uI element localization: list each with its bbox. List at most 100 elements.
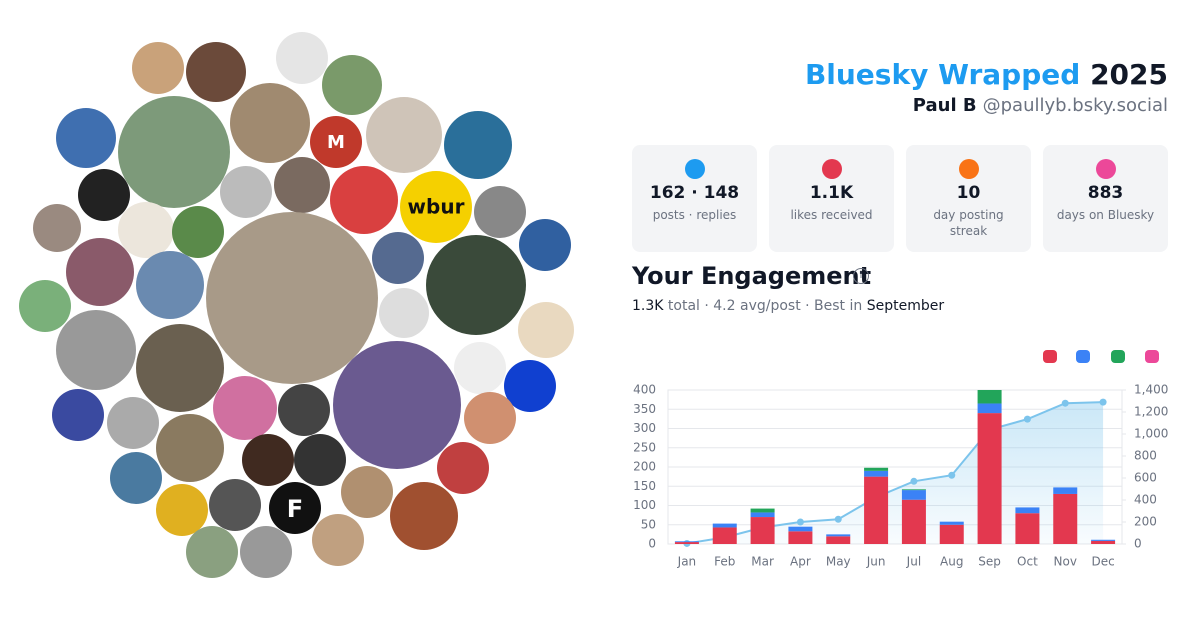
x-tick-label: Jun xyxy=(866,555,886,569)
y-tick-label: 200 xyxy=(633,460,656,474)
stat-label: day posting streak xyxy=(933,208,1004,238)
stat-card: 1.1K likes received xyxy=(769,145,894,252)
avatar xyxy=(118,96,230,208)
x-tick-label: Apr xyxy=(790,555,811,569)
avatar xyxy=(276,32,328,84)
avatar xyxy=(52,389,104,441)
legend-icon xyxy=(1111,350,1125,363)
bar-segment xyxy=(901,489,926,491)
stat-value: 883 xyxy=(1087,183,1124,203)
line-area xyxy=(686,402,1104,544)
x-tick-label: Aug xyxy=(940,555,963,569)
avatar xyxy=(400,171,472,243)
section-title: Your Engagement xyxy=(632,262,872,290)
avatar xyxy=(186,42,246,102)
y2-tick-label: 200 xyxy=(1134,515,1157,529)
x-tick-label: Oct xyxy=(1017,555,1038,569)
y2-tick-label: 1,400 xyxy=(1134,383,1168,397)
bar-segment xyxy=(712,523,737,528)
x-tick-label: Feb xyxy=(714,555,735,569)
bar-segment xyxy=(1015,513,1040,544)
avatar xyxy=(136,324,224,412)
avatar xyxy=(118,202,174,258)
title: Bluesky Wrapped 2025 xyxy=(805,58,1168,91)
stat-value: 162 · 148 xyxy=(649,183,740,203)
avatar xyxy=(444,111,512,179)
user-name: Paul B xyxy=(912,95,977,116)
y2-tick-label: 0 xyxy=(1134,537,1142,551)
best-month: September xyxy=(866,298,945,314)
avatar xyxy=(333,341,461,469)
avatar xyxy=(519,219,571,271)
y2-tick-label: 1,000 xyxy=(1134,427,1168,441)
bar-segment xyxy=(712,527,737,544)
bar-segment xyxy=(674,541,699,543)
avatar xyxy=(136,251,204,319)
bar-segment xyxy=(977,390,1002,404)
legend-icon xyxy=(1043,350,1057,363)
y-tick-label: 250 xyxy=(633,440,656,454)
bar-segment xyxy=(826,536,851,544)
avatar xyxy=(19,280,71,332)
summary: 1.3K total · 4.2 avg/post · Best in Sept… xyxy=(632,298,944,314)
avatar xyxy=(230,83,310,163)
avatar xyxy=(464,392,516,444)
bar-segment xyxy=(939,521,964,525)
bar-segment xyxy=(1053,487,1078,494)
bar-segment xyxy=(901,490,926,500)
avatar xyxy=(56,108,116,168)
stat-label: posts · replies xyxy=(652,208,737,222)
y-tick-label: 300 xyxy=(633,421,656,435)
avatar xyxy=(504,360,556,412)
stat-label: likes received xyxy=(790,208,873,222)
bar-segment xyxy=(1091,539,1116,541)
avatar xyxy=(172,206,224,258)
bar-segment xyxy=(674,542,699,544)
bar-segment xyxy=(1053,493,1078,544)
avatar xyxy=(33,204,81,252)
icon xyxy=(958,159,979,179)
avatar xyxy=(186,526,238,578)
y-tick-label: 350 xyxy=(633,402,656,416)
avatar xyxy=(379,288,429,338)
avatar xyxy=(274,157,330,213)
y2-tick-label: 400 xyxy=(1134,493,1157,507)
x-tick-label: Jan xyxy=(677,555,697,569)
info-icon[interactable]: i xyxy=(853,268,869,284)
y-tick-label: 400 xyxy=(633,383,656,397)
avatar xyxy=(156,414,224,482)
avatar xyxy=(240,526,292,578)
y2-tick-label: 800 xyxy=(1134,449,1157,463)
bar-segment xyxy=(864,470,889,477)
bar-segment xyxy=(750,517,775,544)
x-tick-label: Sep xyxy=(978,555,1001,569)
stat-card: 162 · 148 posts · replies xyxy=(632,145,757,252)
stat-value: 10 xyxy=(956,183,981,203)
line-point xyxy=(910,477,918,485)
icon xyxy=(684,159,705,179)
line-point xyxy=(796,518,804,526)
bar-segment xyxy=(1091,540,1116,544)
line-point xyxy=(1023,415,1031,423)
avatar xyxy=(372,232,424,284)
x-tick-label: Dec xyxy=(1091,555,1114,569)
x-tick-label: Nov xyxy=(1054,555,1077,569)
line-point xyxy=(1061,399,1069,407)
avatar xyxy=(156,484,208,536)
avatar xyxy=(518,302,574,358)
stat-value: 1.1K xyxy=(809,183,854,203)
x-tick-label: Mar xyxy=(751,555,774,569)
bar-segment xyxy=(788,531,813,544)
avatar xyxy=(390,482,458,550)
avatar xyxy=(110,452,162,504)
profile: Paul B @paullyb.bsky.social xyxy=(913,95,1168,116)
stat-card: 10 day posting streak xyxy=(906,145,1031,252)
avatar xyxy=(322,55,382,115)
avatar xyxy=(242,434,294,486)
avatar xyxy=(330,166,398,234)
avatar xyxy=(78,169,130,221)
bar-segment xyxy=(864,476,889,544)
bar-segment xyxy=(750,512,775,518)
avatar xyxy=(341,466,393,518)
